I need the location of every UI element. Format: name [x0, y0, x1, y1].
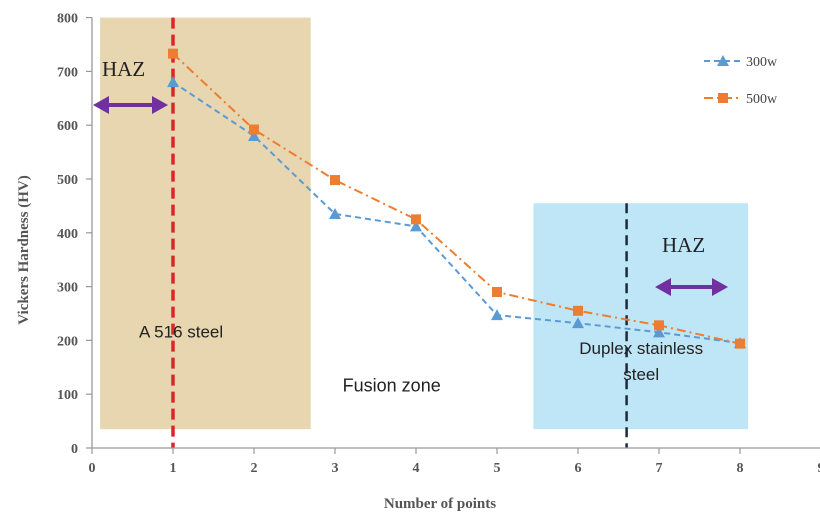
x-tick-label: 4: [413, 461, 420, 476]
data-point-300w: [248, 129, 260, 141]
y-tick-labels: 0 100 200 300 400 500 600 700 800: [57, 12, 92, 457]
series-500w: [168, 48, 745, 349]
divider-lines-layer: [171, 17, 628, 448]
data-point-300w: [653, 326, 665, 338]
x-tick-label: 6: [575, 461, 582, 476]
series-layer: [167, 48, 746, 349]
data-point-500w: [168, 48, 178, 59]
x-tick-label: 7: [656, 461, 663, 476]
haz-arrow-left-head-right: [152, 96, 168, 114]
data-point-500w: [330, 175, 340, 186]
haz-label-right: HAZ: [662, 233, 705, 257]
data-point-300w: [491, 309, 503, 321]
regions-layer: [100, 17, 749, 430]
legend-item-300w: 300w: [704, 55, 778, 70]
haz-label-left: HAZ: [102, 57, 145, 81]
y-axis-label: Vickers Hardness (HV): [16, 175, 32, 324]
series-line-300w: [172, 81, 741, 345]
haz-arrow-right-head-left: [655, 278, 671, 296]
y-tick-label: 500: [57, 173, 78, 188]
x-tick-label: 8: [737, 461, 744, 476]
annotations-layer: A 516 steel Duplex stainless steel HAZ HAZ Fu…: [93, 57, 728, 396]
x-axis-label: Number of points: [384, 496, 496, 512]
y-tick-label: 600: [57, 119, 78, 134]
y-tick-label: 200: [57, 334, 78, 349]
data-point-300w: [329, 207, 341, 219]
fusion-zone-label: Fusion zone: [343, 376, 441, 396]
y-tick-label: 400: [57, 227, 78, 242]
data-point-500w: [249, 124, 259, 135]
x-tick-labels: 0 1 2 3 4 5 6 7 8 9: [89, 448, 820, 476]
legend-item-500w: 500w: [704, 92, 778, 107]
x-tick-label: 2: [251, 461, 258, 476]
haz-arrow-left: [93, 96, 168, 114]
legend: 300w 500w: [704, 55, 778, 107]
series-300w: [167, 76, 746, 349]
region-2: [533, 203, 749, 430]
region-label-duplex-line2: steel: [623, 365, 659, 384]
haz-arrow-right: [655, 278, 728, 296]
haz-arrow-right-head-right: [712, 278, 728, 296]
y-tick-label: 300: [57, 281, 78, 296]
region-label-a516: A 516 steel: [139, 323, 223, 342]
region-label-duplex-line1: Duplex stainless: [579, 339, 703, 358]
legend-label: 500w: [746, 92, 778, 107]
data-point-300w: [572, 317, 584, 329]
x-tick-label: 3: [332, 461, 339, 476]
series-line-500w: [172, 52, 741, 345]
data-point-300w: [410, 220, 422, 232]
data-point-500w: [573, 305, 583, 316]
y-tick-label: 0: [71, 442, 78, 457]
data-point-500w: [411, 214, 421, 225]
data-point-300w: [167, 76, 179, 88]
legend-marker: [718, 93, 728, 103]
y-tick-label: 800: [57, 12, 78, 27]
legend-label: 300w: [746, 55, 778, 70]
region-1: [100, 17, 311, 430]
x-tick-label: 5: [494, 461, 501, 476]
data-point-500w: [735, 338, 745, 349]
legend-marker: [717, 55, 729, 66]
x-tick-label: 9: [818, 461, 820, 476]
region-label-duplex: Duplex stainless steel: [579, 339, 703, 384]
haz-arrow-left-head-left: [93, 96, 109, 114]
data-point-500w: [654, 320, 664, 331]
x-tick-label: 0: [89, 461, 96, 476]
y-tick-label: 700: [57, 65, 78, 80]
y-tick-label: 100: [57, 388, 78, 403]
data-point-500w: [492, 286, 502, 297]
x-tick-label: 1: [170, 461, 177, 476]
